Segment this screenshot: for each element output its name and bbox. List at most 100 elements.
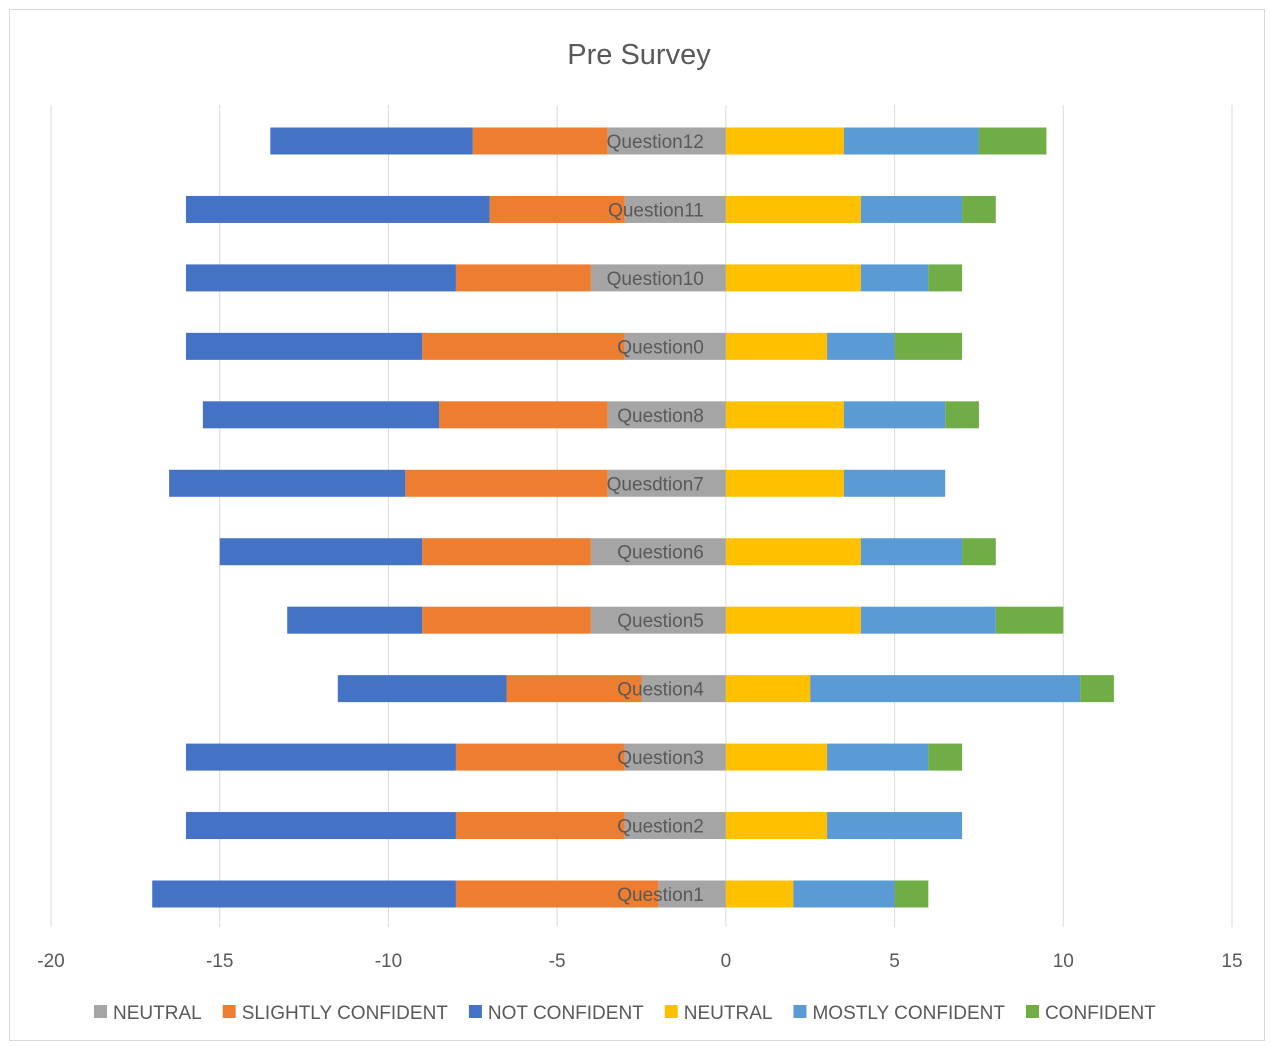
bar-segment [725,675,811,703]
bar-segment [405,469,608,497]
bar-segment [928,743,963,771]
bar-segment [827,332,895,360]
bar-segment [843,401,946,429]
bar-segment [725,538,861,566]
bar-segment [860,195,963,223]
category-label: Question8 [617,406,704,427]
bar-segment [607,469,726,497]
bar-segment [590,538,726,566]
x-tick-label: -15 [206,951,233,972]
bar-segment [439,401,608,429]
bar-segment [827,812,963,840]
bar-segment [725,332,828,360]
legend-label: NEUTRAL [113,1003,202,1024]
category-label: Question5 [617,611,704,632]
bar-segment [962,538,996,566]
legend-swatch [1025,1005,1039,1018]
bar-segment [472,127,608,155]
bar-segment [725,469,844,497]
x-tick-label: -20 [37,951,64,972]
category-label: Question2 [617,817,704,838]
bar-segment [945,401,979,429]
category-label: Question12 [607,132,704,153]
category-label: Question3 [617,748,704,769]
legend-label: CONFIDENT [1045,1003,1156,1024]
category-label: Question4 [617,680,704,701]
bars [152,127,1114,908]
x-tick-label: 0 [721,951,732,972]
bar-segment [962,195,996,223]
legend: NEUTRAL SLIGHTLY CONFIDENT NOT CONFIDENT NE… [94,1003,1156,1024]
bar-segment [185,743,456,771]
bar-segment [995,606,1064,634]
bar-segment [624,195,726,223]
legend-label: SLIGHTLY CONFIDENT [242,1003,449,1024]
bar-segment [202,401,440,429]
bar-segment [793,880,895,908]
x-tick-label: -5 [549,951,566,972]
legend-label: NOT CONFIDENT [488,1003,644,1024]
bar-segment [894,880,929,908]
bar-segment [185,332,423,360]
bar-segment [725,743,828,771]
bar-segment [422,538,591,566]
bar-segment [843,127,979,155]
category-label: Question1 [617,885,704,906]
bar-segment [928,264,963,292]
bar-segment [185,264,456,292]
bar-segment [725,606,861,634]
bar-segment [489,195,625,223]
legend-swatch [94,1005,107,1018]
bar-segment [725,127,844,155]
category-label: Quesdtion7 [607,474,704,495]
bar-segment [337,675,507,703]
bar-segment [287,606,423,634]
bar-segment [506,675,642,703]
bar-segment [725,401,844,429]
bar-segment [860,606,996,634]
bar-segment [843,469,946,497]
bar-segment [152,880,456,908]
legend-swatch [468,1005,482,1018]
category-label: Question0 [617,337,704,358]
bar-segment [455,264,591,292]
legend-swatch [664,1005,678,1018]
category-label: Question11 [608,200,704,221]
category-label: Question6 [617,543,704,564]
bar-segment [422,606,591,634]
bar-segment [607,401,726,429]
bar-segment [590,264,726,292]
bar-segment [725,880,794,908]
bar-segment [455,812,625,840]
bar-segment [624,332,726,360]
bar-segment [590,606,726,634]
bar-segment [860,264,929,292]
bar-segment [624,743,726,771]
bar-segment [725,812,828,840]
bar-segment [860,538,963,566]
bar-segment [894,332,963,360]
bar-segment [607,127,726,155]
category-label: Question10 [607,269,704,290]
bar-segment [455,880,659,908]
x-axis-tick-labels: -20 -15 -10 -5 0 5 10 15 [37,951,1242,972]
legend-swatch [793,1005,807,1018]
bar-segment [185,195,490,223]
x-tick-label: 10 [1053,951,1074,972]
chart-frame [9,9,1265,1041]
bar-segment [219,538,423,566]
category-labels: Question1 Question2 Question3 Question4 Ques… [607,132,705,906]
gridlines [50,105,1233,927]
legend-label: NEUTRAL [684,1003,773,1024]
x-tick-label: 5 [889,951,900,972]
chart-title: Pre Survey [567,39,711,71]
x-tick-label: -10 [375,951,402,972]
bar-segment [624,812,726,840]
bar-segment [810,675,1081,703]
bar-segment [270,127,473,155]
bar-segment [641,675,726,703]
bar-segment [455,743,625,771]
bar-segment [827,743,929,771]
bar-segment [1080,675,1114,703]
